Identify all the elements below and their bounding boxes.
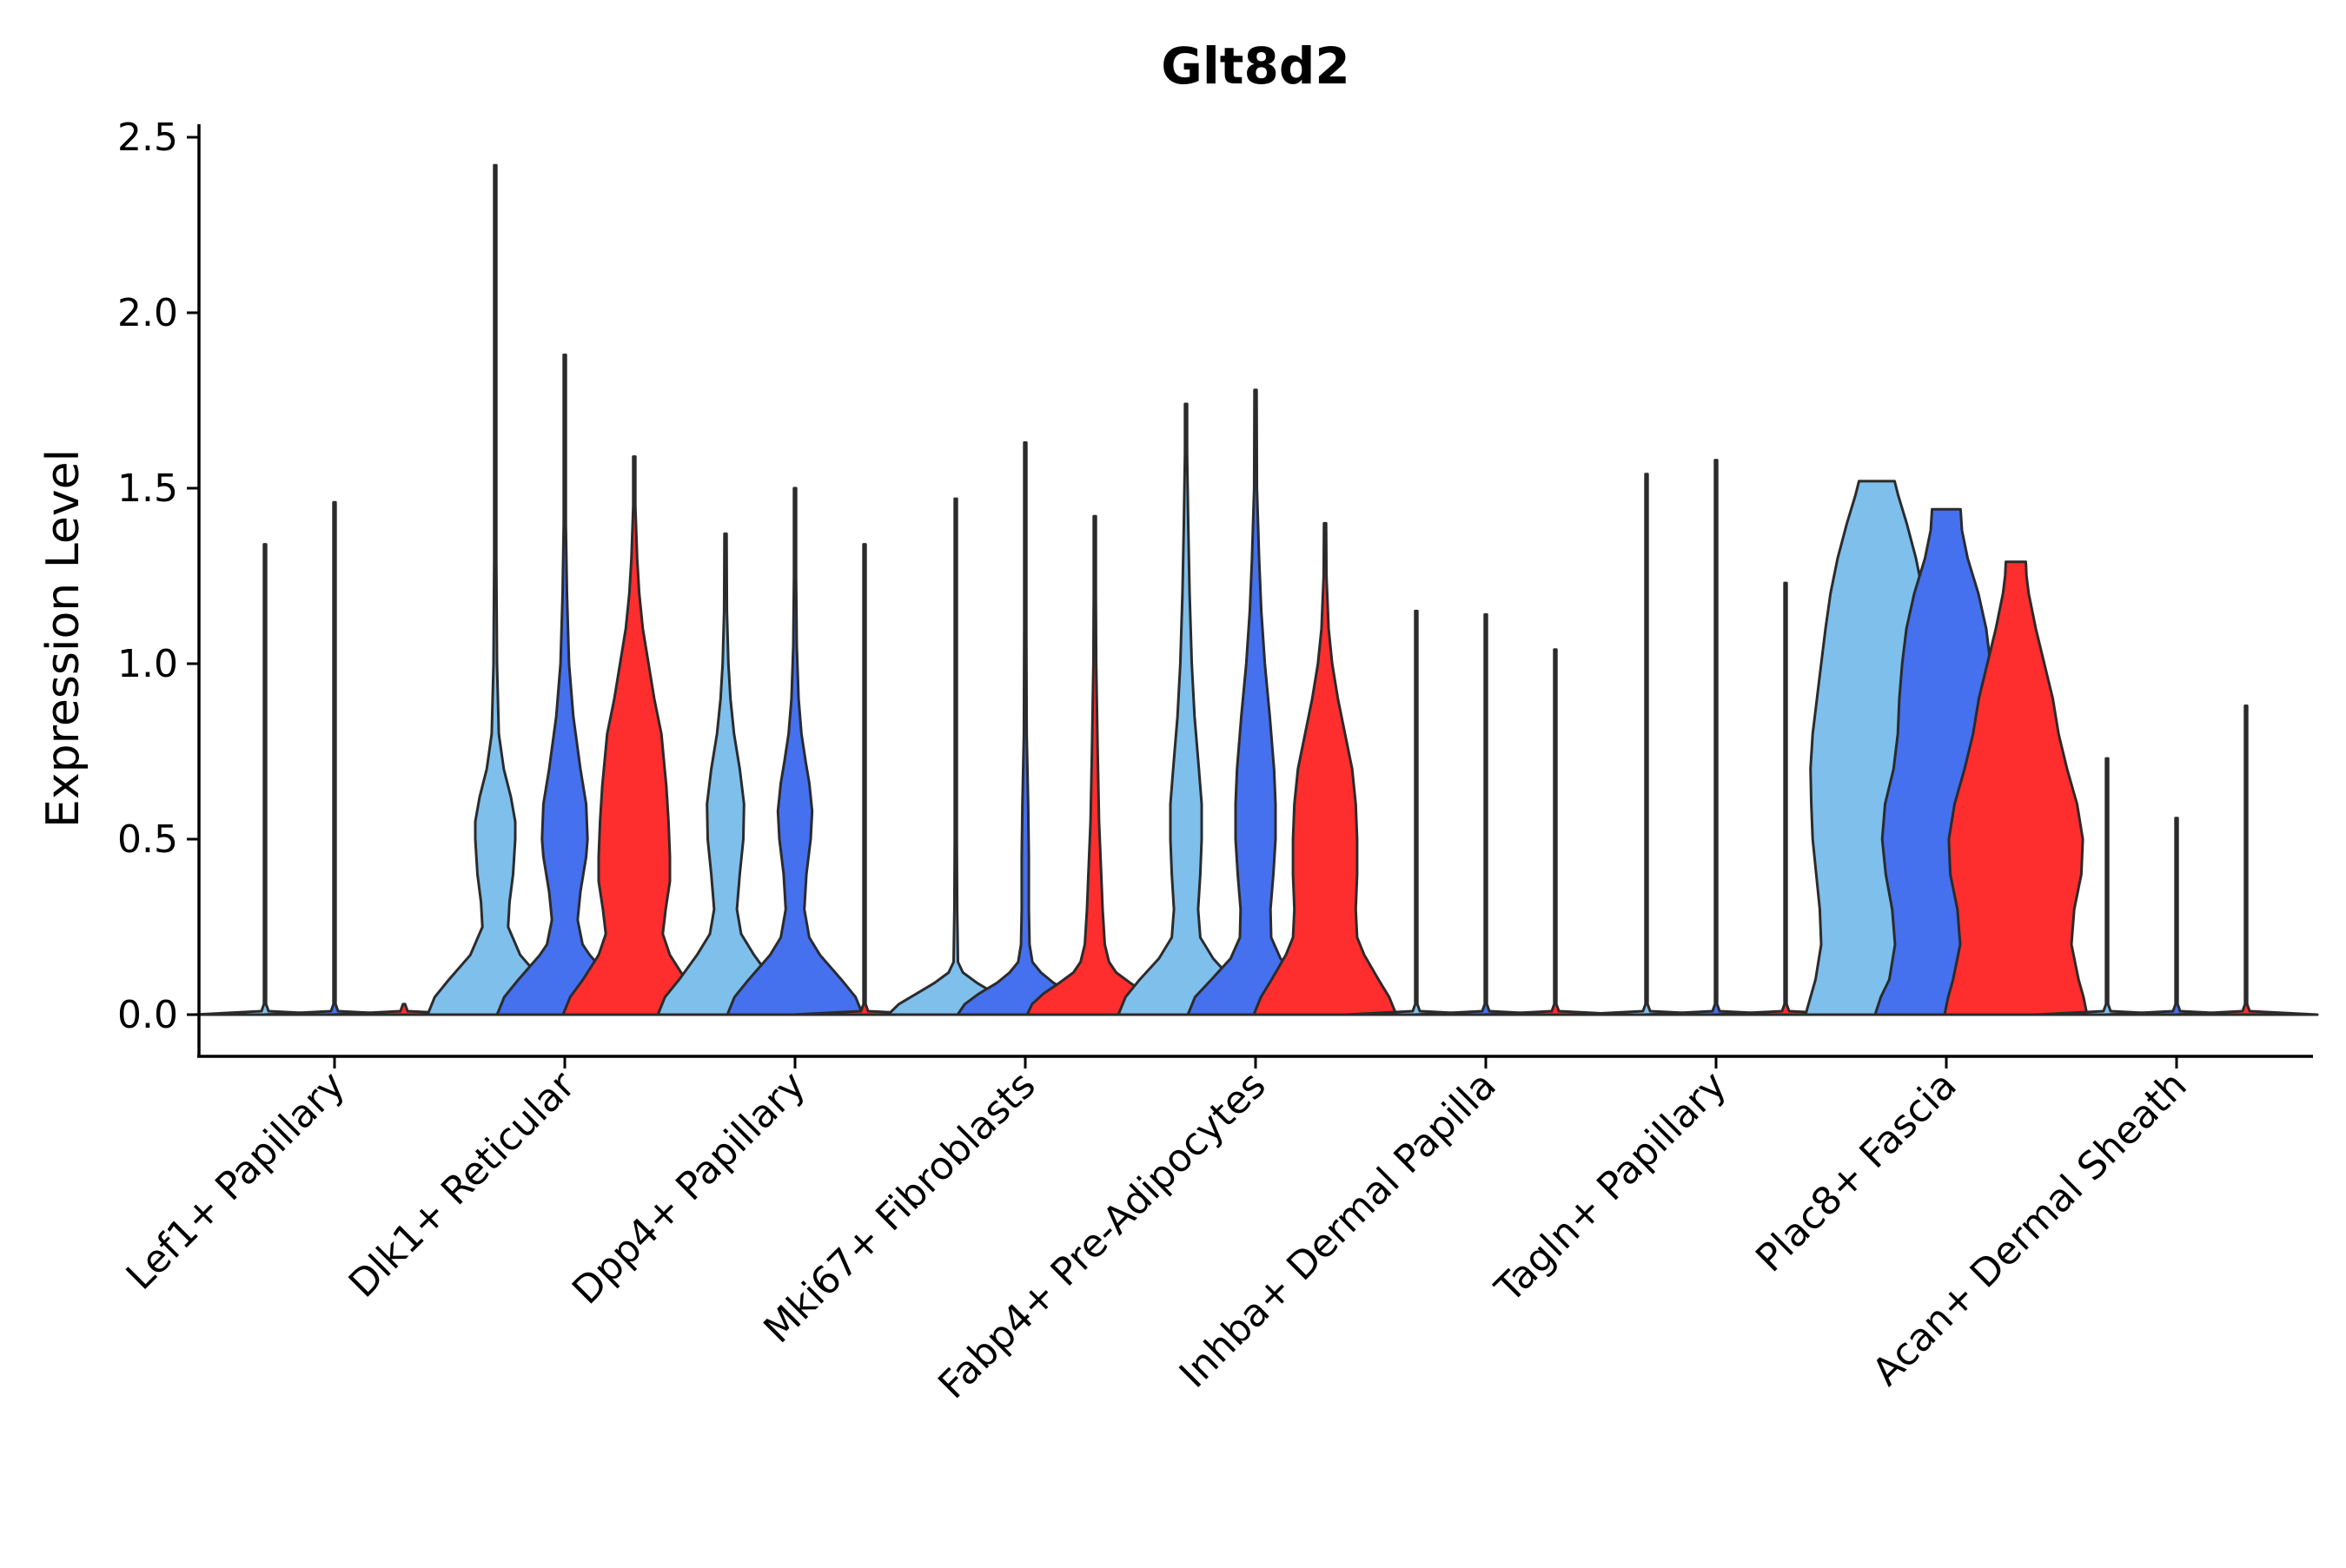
y-axis-label: Expression Level	[37, 449, 89, 828]
violin-6-red	[1482, 648, 1628, 1016]
violin-4-blue	[956, 441, 1095, 1016]
x-tick-label: Dlk1+ Reticular	[341, 1062, 585, 1307]
y-tick-label: 0.0	[117, 993, 178, 1037]
x-tick-label: Plac8+ Fascia	[1747, 1063, 1965, 1281]
violin-1-blue	[262, 500, 408, 1016]
y-ticks: 0.0 0.5 1.0 1.5 2.0 2.5	[117, 116, 199, 1037]
violin-7-blue	[1643, 459, 1789, 1016]
violin-1-light-blue	[192, 543, 338, 1016]
violin-9-red	[2173, 705, 2319, 1016]
violin-4-light-blue	[886, 497, 1025, 1016]
x-tick-label: Tagln+ Papillary	[1487, 1063, 1735, 1312]
violin-5-light-blue	[1117, 402, 1256, 1016]
y-tick-label: 1.0	[117, 642, 178, 686]
x-tick-label: Dpp4+ Papillary	[564, 1063, 814, 1313]
x-tick-label: Lef1+ Papillary	[118, 1063, 354, 1299]
y-tick-label: 2.5	[117, 116, 178, 160]
y-tick-label: 0.5	[117, 817, 178, 862]
violin-4-red	[1025, 514, 1164, 1016]
y-tick-label: 1.5	[117, 466, 178, 511]
violin-5-red	[1252, 521, 1398, 1016]
violin-6-blue	[1413, 612, 1559, 1016]
violin-2-red	[561, 455, 707, 1016]
violin-5-blue	[1186, 388, 1325, 1016]
violin-3-blue	[726, 486, 865, 1016]
violin-7-light-blue	[1574, 473, 1720, 1016]
violin-9-blue	[2104, 817, 2250, 1016]
violin-8-red	[1943, 560, 2089, 1016]
violin-3-light-blue	[656, 533, 795, 1016]
violin-2-blue	[495, 354, 634, 1016]
violin-6-light-blue	[1343, 609, 1489, 1016]
y-tick-label: 2.0	[117, 291, 178, 335]
violins-layer	[192, 163, 2319, 1016]
chart-title: Glt8d2	[1161, 36, 1349, 96]
violin-2-light-blue	[426, 163, 565, 1016]
